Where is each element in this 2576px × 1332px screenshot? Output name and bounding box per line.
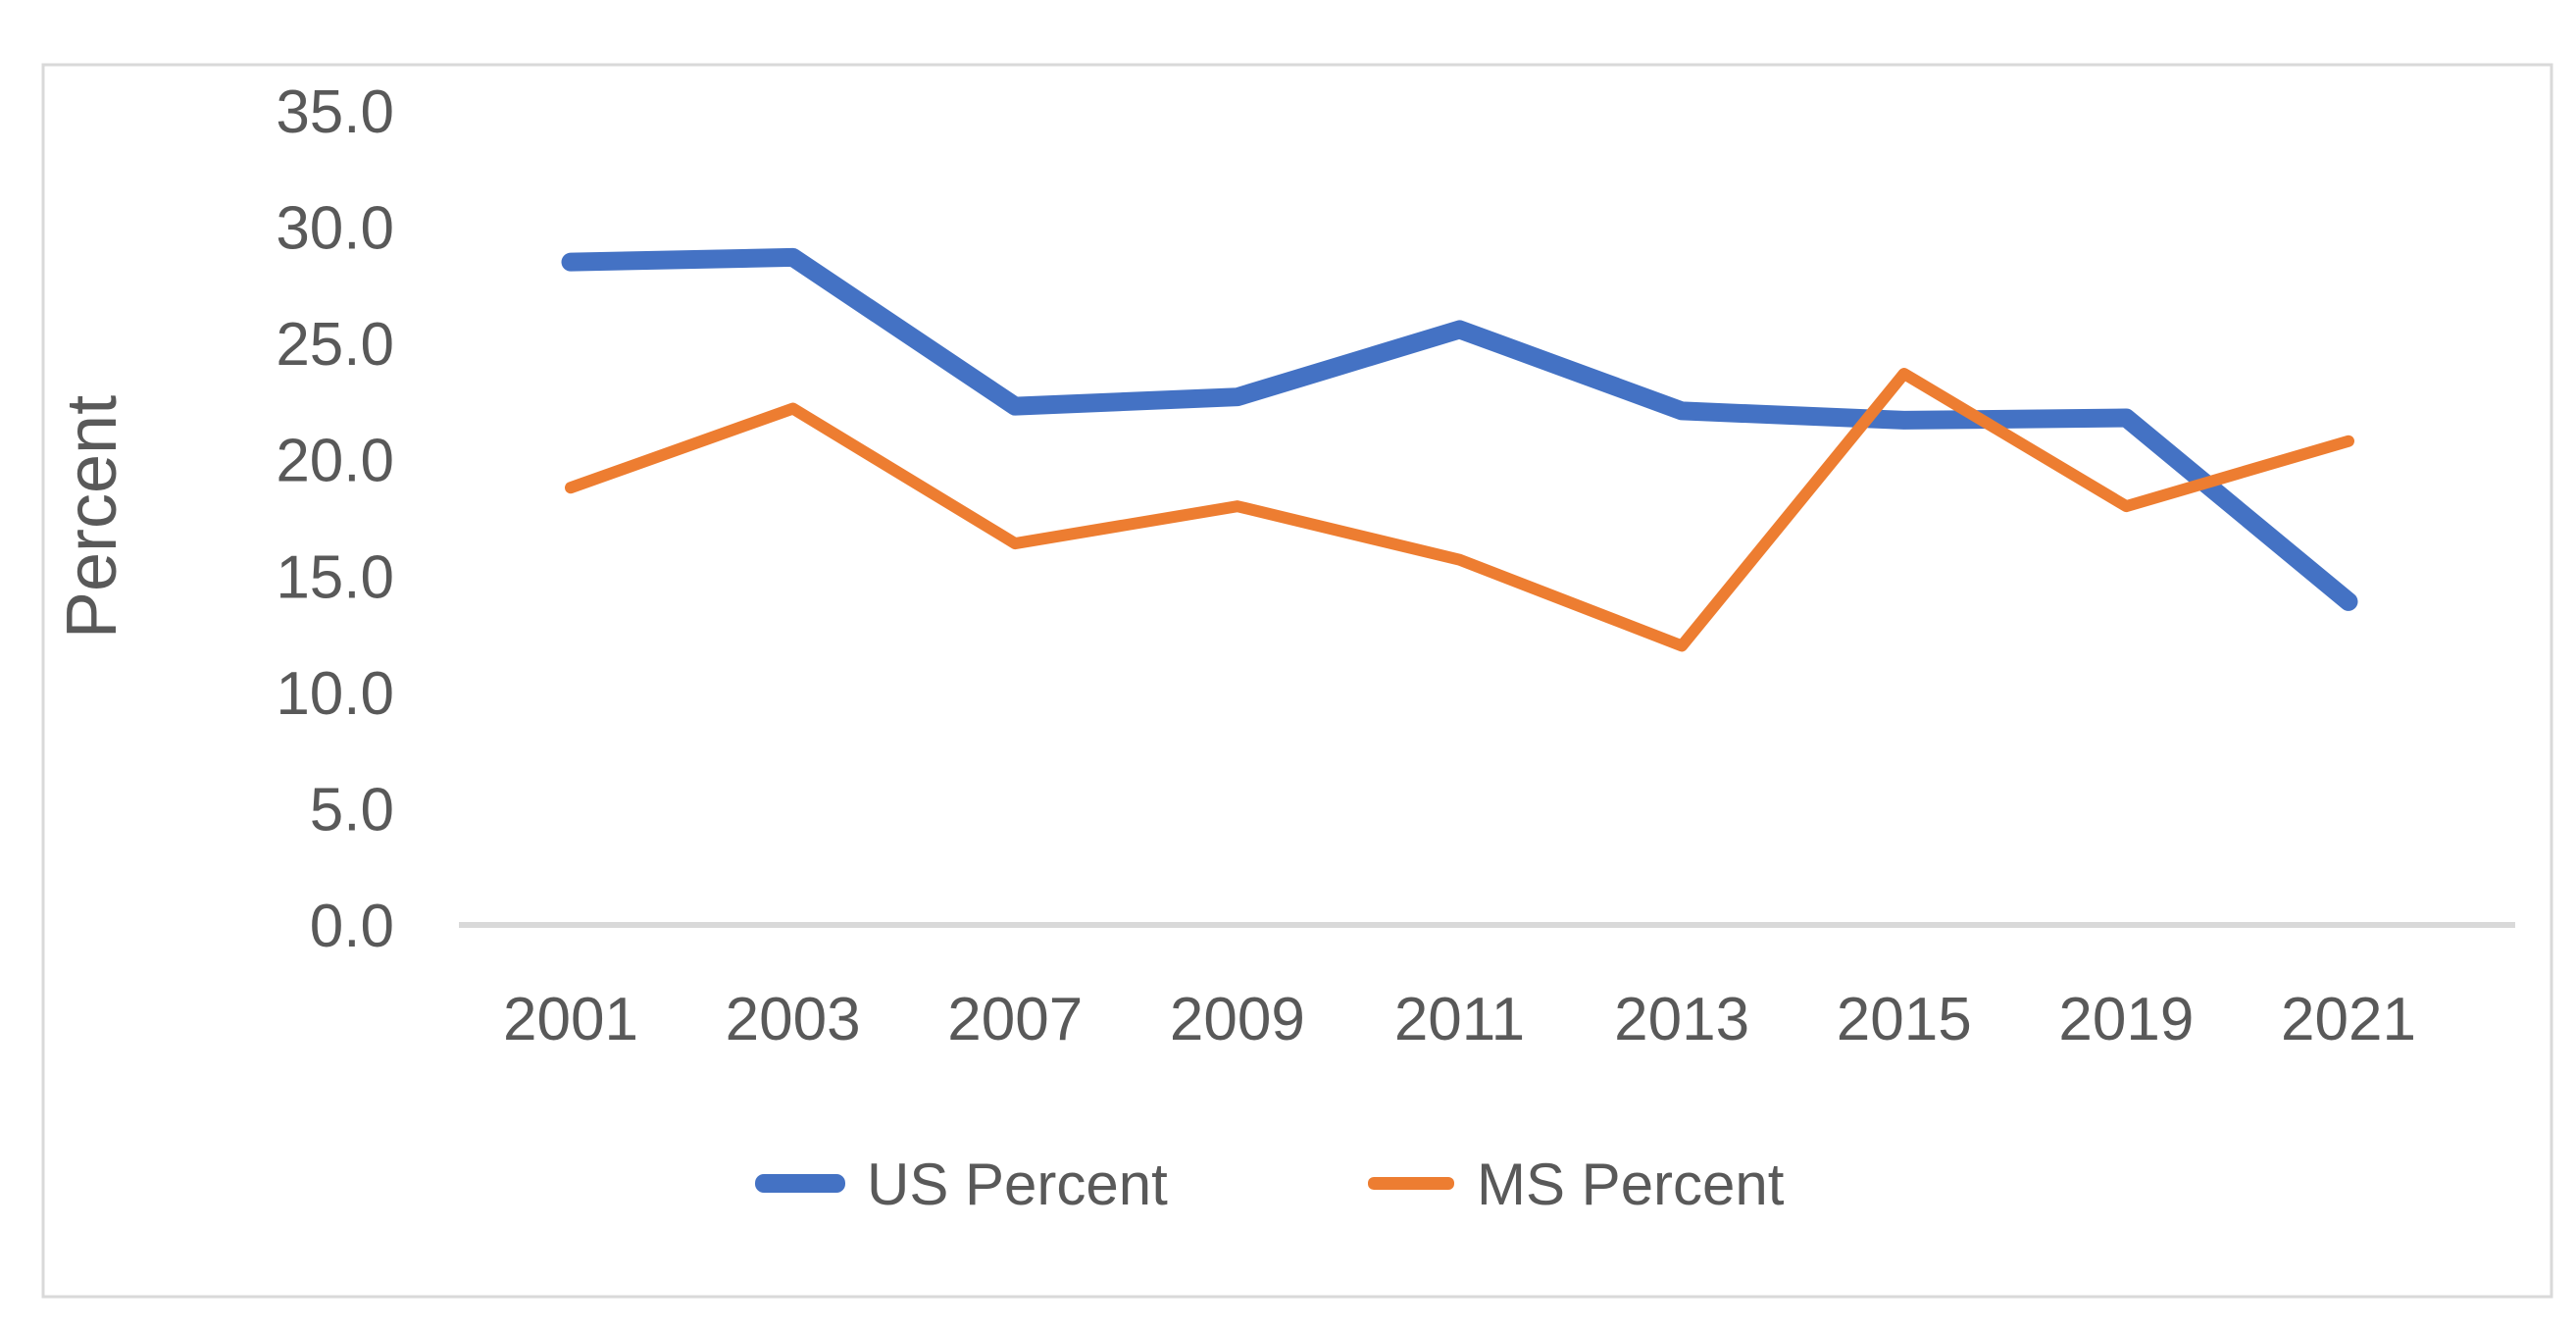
x-tick-label: 2003 <box>726 986 861 1053</box>
x-tick-label: 2007 <box>947 986 1083 1053</box>
y-tick-label: 30.0 <box>276 195 394 263</box>
x-tick-label: 2009 <box>1170 986 1305 1053</box>
legend-label-us: US Percent <box>867 1152 1168 1217</box>
x-tick-label: 2013 <box>1614 986 1749 1053</box>
series-line-ms <box>565 367 2354 652</box>
x-tick-label: 2019 <box>2058 986 2194 1053</box>
legend-swatch-us <box>755 1174 845 1193</box>
y-tick-label: 35.0 <box>276 78 394 146</box>
y-tick-label: 25.0 <box>276 311 394 379</box>
x-tick-label: 2021 <box>2281 986 2416 1053</box>
series-line-us <box>561 247 2358 611</box>
y-tick-label: 10.0 <box>276 660 394 728</box>
legend: US Percent MS Percent <box>755 1152 1785 1217</box>
y-tick-label: 15.0 <box>276 543 394 611</box>
x-tick-label: 2001 <box>503 986 638 1053</box>
plot-series <box>561 247 2358 652</box>
x-tick-label: 2015 <box>1837 986 1972 1053</box>
y-tick-label: 0.0 <box>310 893 394 960</box>
chart-border <box>41 63 2553 1299</box>
x-tick-label: 2011 <box>1394 986 1525 1053</box>
y-axis-tick-labels: 0.0 5.0 10.0 15.0 20.0 25.0 30.0 35.0 <box>276 78 394 960</box>
legend-label-ms: MS Percent <box>1477 1152 1785 1217</box>
y-axis-title: Percent <box>53 395 131 639</box>
x-axis-tick-labels: 2001 2003 2007 2009 2011 2013 2015 2019 2021 <box>503 986 2416 1053</box>
y-tick-label: 20.0 <box>276 428 394 495</box>
y-tick-label: 5.0 <box>310 776 394 844</box>
legend-swatch-ms <box>1368 1177 1454 1190</box>
